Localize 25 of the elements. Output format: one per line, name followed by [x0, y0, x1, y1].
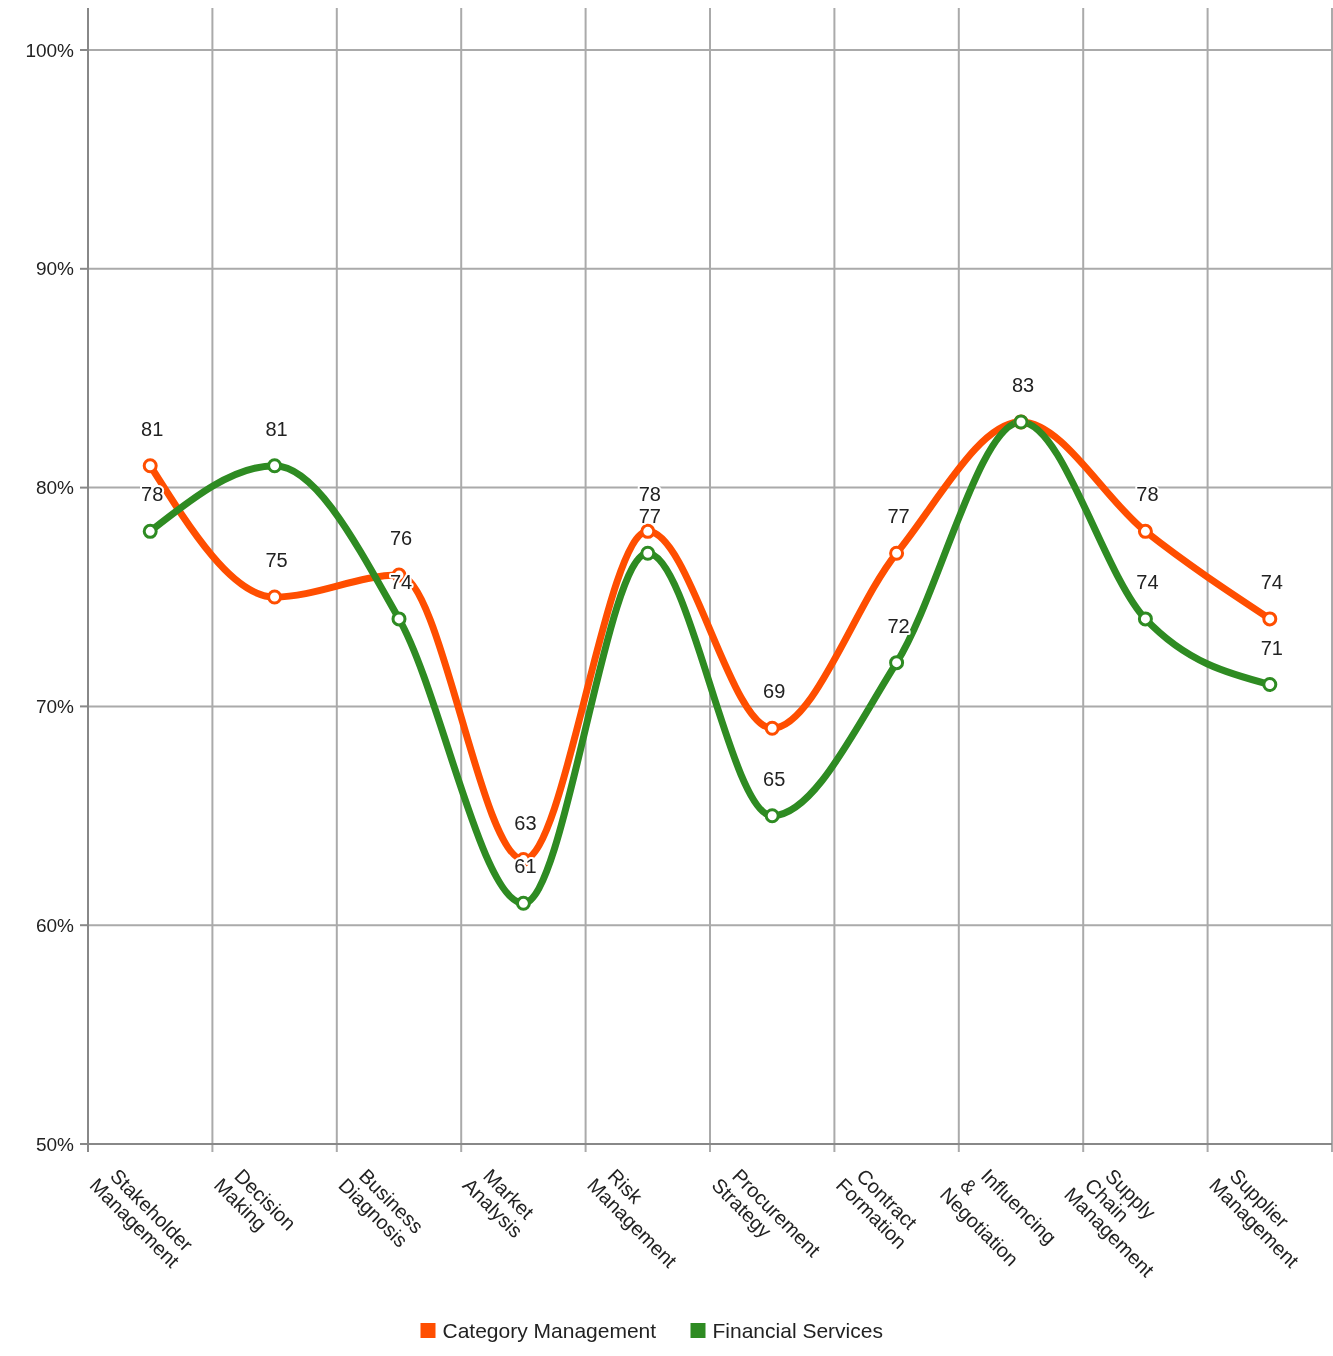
data-label: 72: [887, 614, 910, 637]
data-label: 77: [887, 505, 910, 528]
data-label: 81: [265, 417, 288, 440]
data-label: 76: [389, 527, 413, 550]
y-tick-label: 60%: [35, 914, 75, 936]
data-label: 78: [141, 483, 164, 506]
y-tick-label: 100%: [25, 39, 75, 61]
data-label: 71: [1260, 636, 1283, 659]
data-label: 81: [141, 417, 164, 440]
data-label: 83: [1011, 373, 1035, 396]
legend-label: Category Management: [442, 1319, 657, 1343]
data-label: 74: [1136, 570, 1159, 593]
data-label: 75: [265, 549, 288, 571]
data-label: 69: [763, 680, 786, 703]
data-label: 65: [763, 767, 786, 790]
y-tick-label: 90%: [35, 258, 75, 280]
y-tick-label: 70%: [35, 696, 75, 718]
data-label: 63: [514, 811, 537, 834]
data-label: 78: [1136, 483, 1159, 506]
data-label: 77: [638, 505, 661, 528]
data-label: 78: [638, 483, 661, 506]
y-tick-label: 50%: [35, 1133, 75, 1155]
y-tick-label: 80%: [35, 477, 75, 499]
data-label: 74: [1260, 570, 1283, 593]
legend-label: Financial Services: [712, 1319, 883, 1343]
